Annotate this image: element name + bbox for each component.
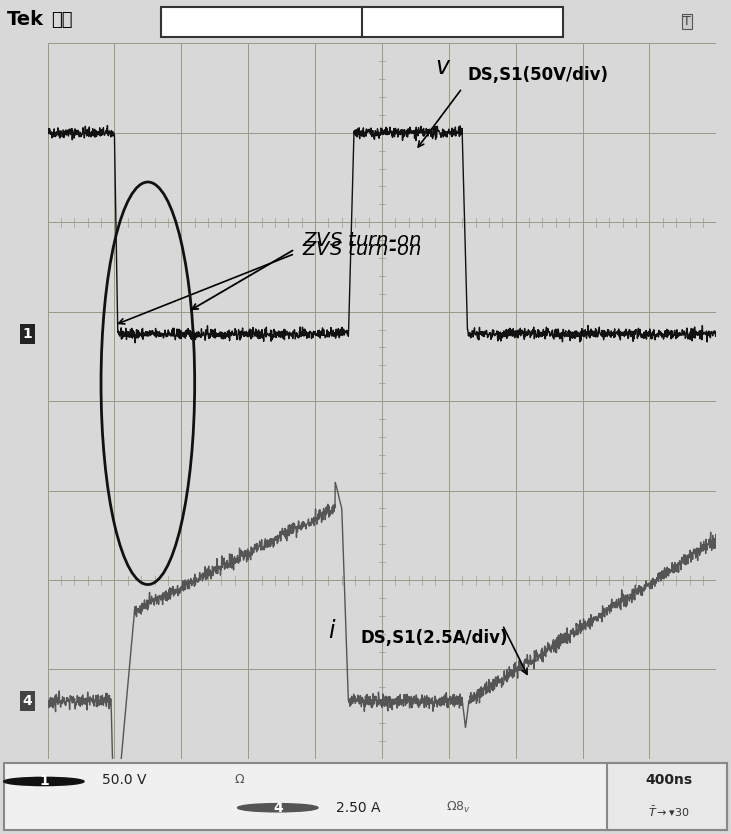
Text: $i$: $i$ <box>328 619 337 643</box>
Text: DS,S1(50V/div): DS,S1(50V/div) <box>468 66 609 83</box>
Circle shape <box>238 804 318 811</box>
Text: 50.0 V: 50.0 V <box>102 773 147 787</box>
Text: 4: 4 <box>273 801 283 815</box>
Text: DS,S1(2.5A/div): DS,S1(2.5A/div) <box>360 629 508 647</box>
Text: $\bar{T}$$\rightarrow$$\blacktriangledown$30: $\bar{T}$$\rightarrow$$\blacktriangledow… <box>648 804 689 819</box>
FancyBboxPatch shape <box>161 7 563 37</box>
Circle shape <box>4 777 84 786</box>
Text: 2.50 A: 2.50 A <box>336 801 381 815</box>
Text: 停止: 停止 <box>51 11 72 28</box>
Text: $\Omega$: $\Omega$ <box>234 773 245 786</box>
FancyBboxPatch shape <box>607 762 727 831</box>
Text: $ZVS\ turn$-$on$: $ZVS\ turn$-$on$ <box>302 231 421 249</box>
Text: Tek: Tek <box>7 10 45 29</box>
Text: 400ns: 400ns <box>645 773 692 787</box>
Text: T: T <box>683 15 691 28</box>
Text: $v$: $v$ <box>436 55 452 79</box>
Text: 1: 1 <box>23 327 32 341</box>
Text: $\Omega 8_v$: $\Omega 8_v$ <box>446 800 471 816</box>
FancyBboxPatch shape <box>4 762 727 831</box>
Text: 4: 4 <box>23 694 32 708</box>
Text: 1: 1 <box>39 775 49 788</box>
Text: $ZVS\ turn$-$on$: $ZVS\ turn$-$on$ <box>302 239 421 259</box>
